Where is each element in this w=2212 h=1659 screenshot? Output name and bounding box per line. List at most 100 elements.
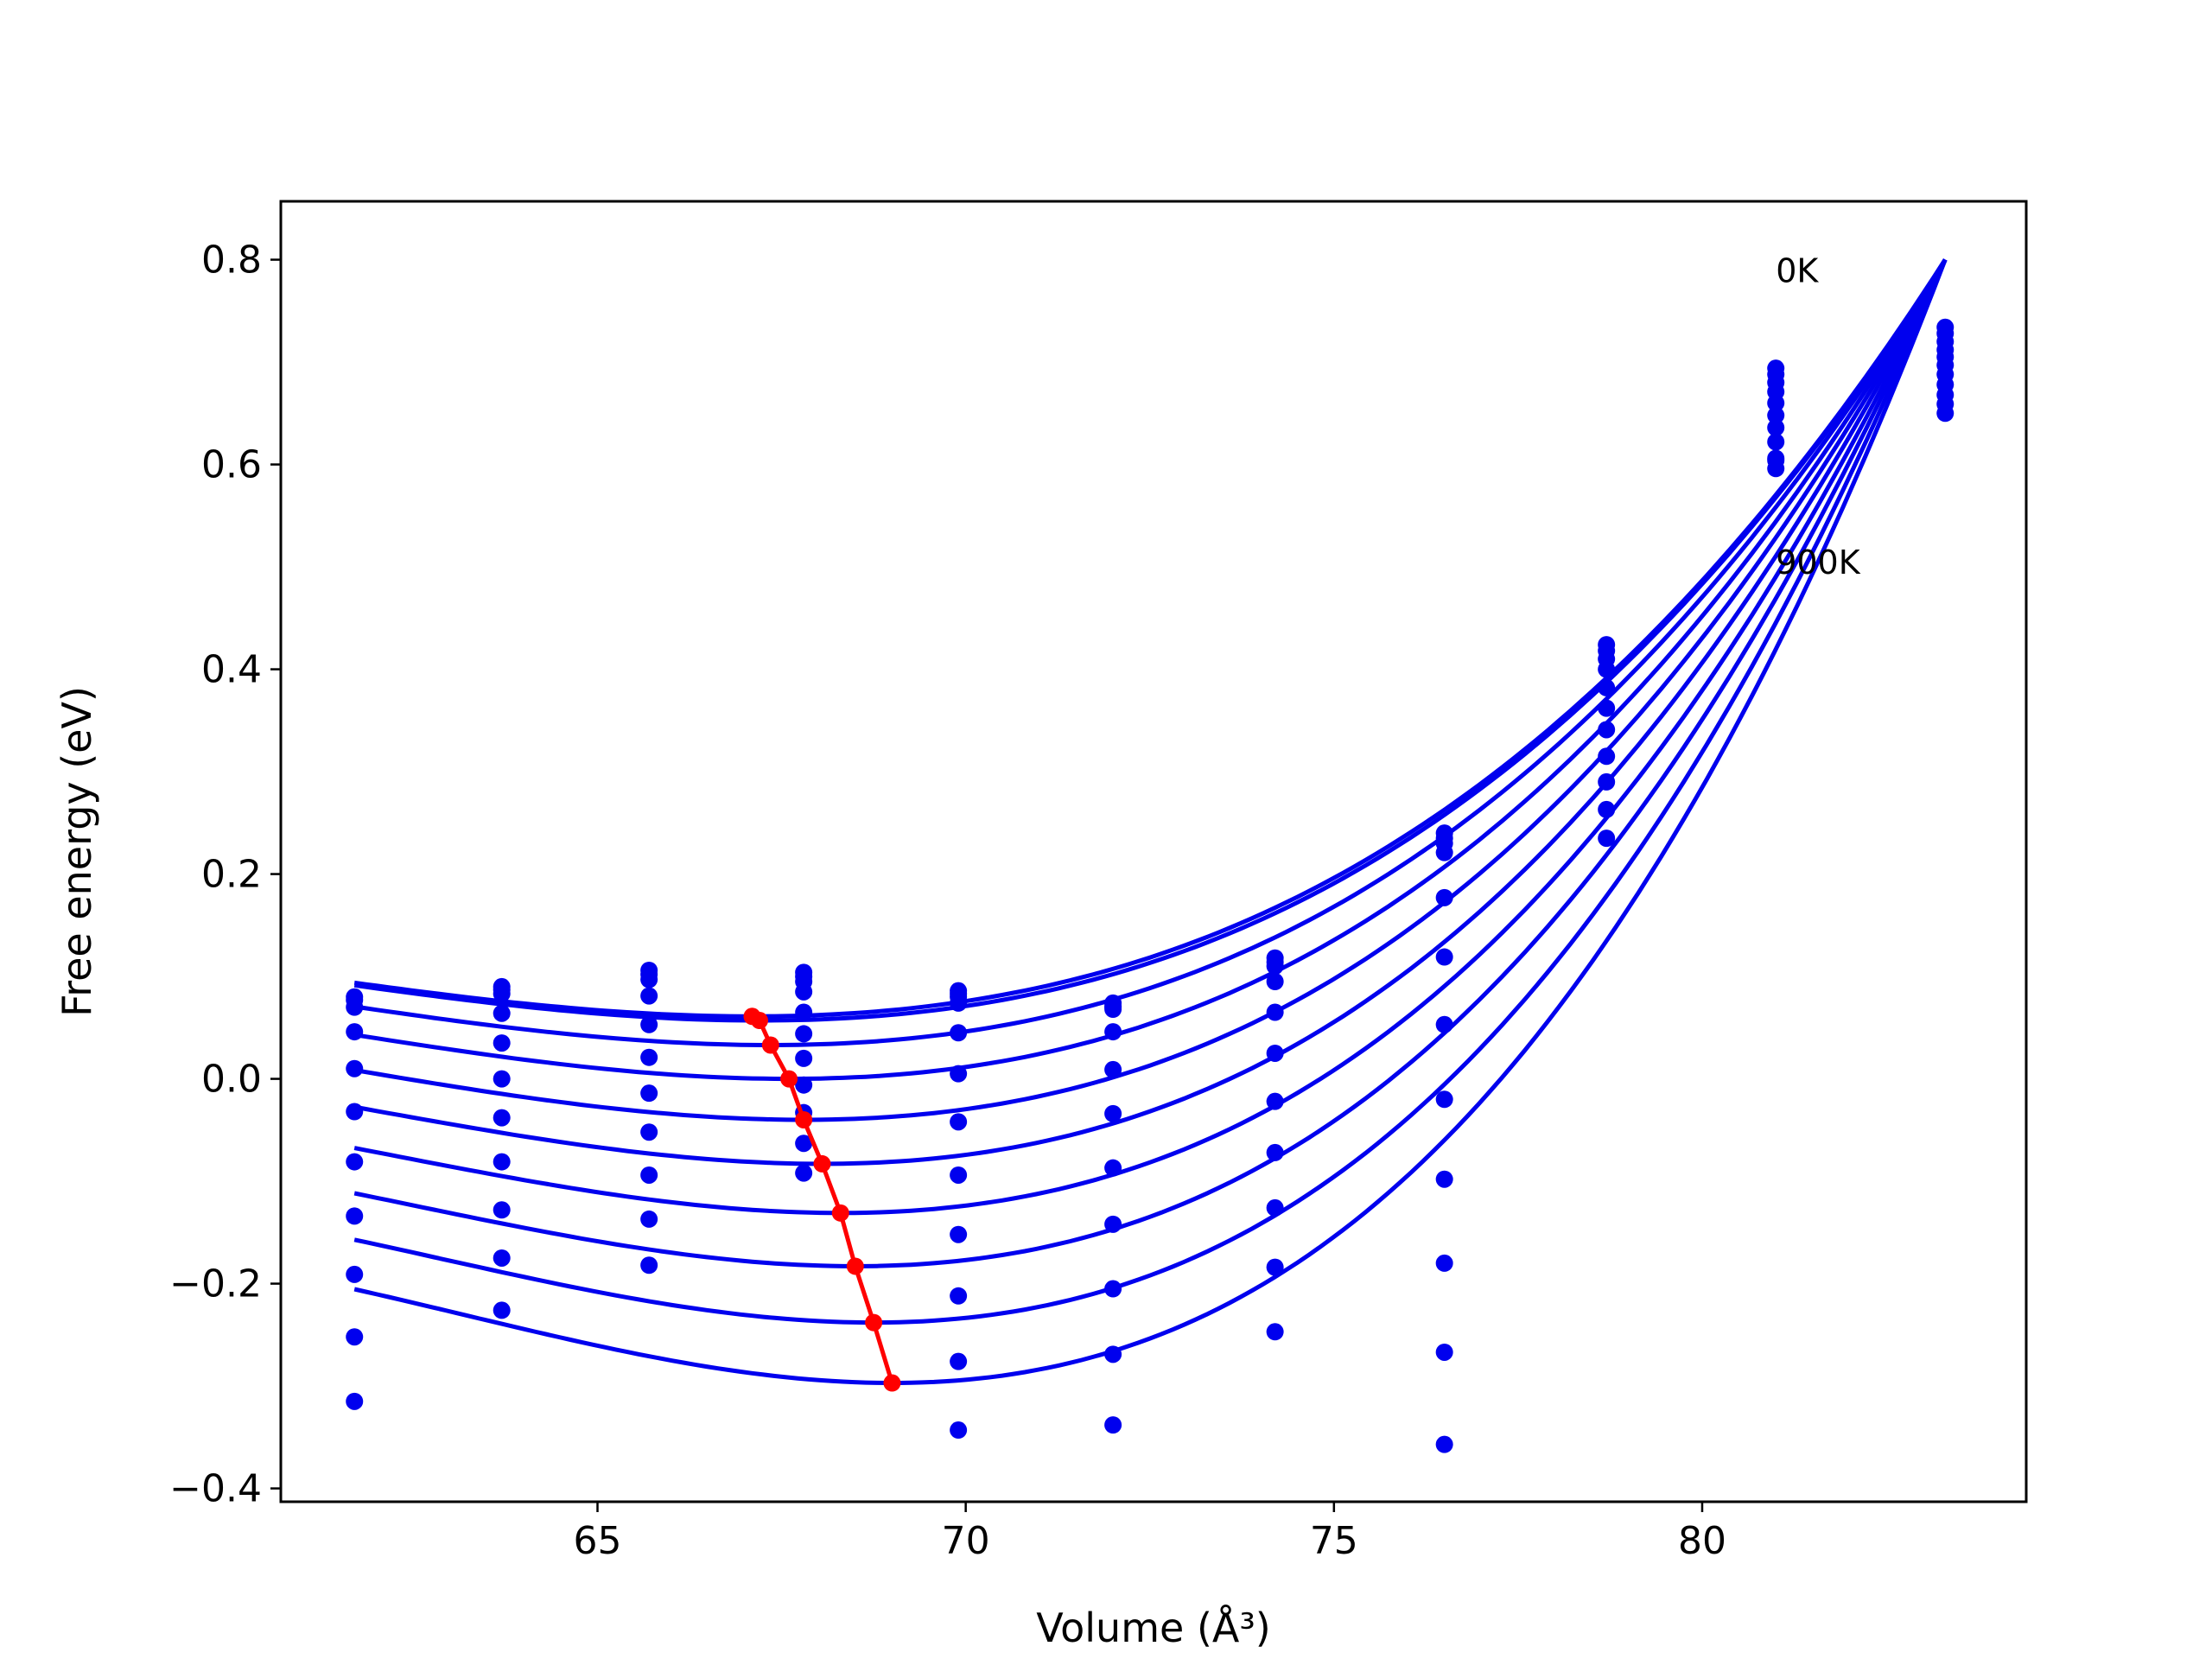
data-point — [1104, 1215, 1122, 1233]
data-point — [1767, 433, 1785, 451]
data-point — [1104, 1104, 1122, 1122]
fit-curves — [353, 258, 1948, 1385]
data-point — [1767, 451, 1785, 469]
data-point — [640, 1048, 658, 1066]
data-point — [640, 1166, 658, 1184]
plot-frame — [279, 200, 2028, 1503]
data-point — [640, 1256, 658, 1274]
minima-line — [743, 1007, 901, 1392]
data-point — [950, 1225, 968, 1243]
data-point — [493, 1301, 511, 1319]
data-point — [1266, 1323, 1284, 1341]
data-point — [493, 1109, 511, 1127]
data-point — [1435, 1170, 1453, 1188]
minima-point — [831, 1204, 849, 1222]
data-point — [346, 1265, 364, 1283]
data-point — [640, 970, 658, 988]
y-tick-label: −0.2 — [169, 1262, 262, 1306]
data-point — [640, 1015, 658, 1033]
data-point — [1104, 1416, 1122, 1434]
data-point — [1104, 1023, 1122, 1041]
x-tick-label: 80 — [1678, 1519, 1726, 1563]
data-point — [1435, 888, 1453, 906]
data-point — [1598, 772, 1616, 791]
fit-curve-1 — [353, 258, 1948, 1023]
data-point — [1266, 1092, 1284, 1110]
data-point — [640, 1123, 658, 1141]
data-point — [1767, 394, 1785, 412]
data-point — [950, 1166, 968, 1184]
data-point — [950, 1024, 968, 1042]
data-point — [1266, 1198, 1284, 1217]
data-point — [795, 1164, 813, 1182]
data-point — [346, 1153, 364, 1171]
data-point — [795, 1135, 813, 1153]
data-point — [1435, 1090, 1453, 1109]
y-tick-label: 0.4 — [201, 648, 262, 692]
data-point — [1936, 404, 1955, 423]
data-point — [1266, 1044, 1284, 1062]
data-point — [493, 1201, 511, 1219]
data-point — [493, 1034, 511, 1052]
data-point — [1435, 1343, 1453, 1361]
data-point — [795, 1025, 813, 1043]
data-point — [1598, 830, 1616, 848]
data-point — [1598, 699, 1616, 717]
data-point — [1104, 1060, 1122, 1078]
x-tick-label: 70 — [942, 1519, 990, 1563]
fit-curve-3 — [353, 258, 1948, 1082]
fit-curve-6 — [353, 258, 1948, 1216]
data-point — [795, 1076, 813, 1094]
data-point — [950, 1065, 968, 1083]
data-point — [795, 1049, 813, 1067]
fit-curve-9 — [353, 258, 1948, 1385]
y-tick-label: 0.8 — [201, 238, 262, 283]
data-point — [1598, 747, 1616, 766]
fit-curve-2 — [353, 258, 1948, 1047]
data-point — [795, 982, 813, 1001]
minima-point — [813, 1154, 831, 1173]
data-point — [346, 1023, 364, 1041]
data-point — [640, 1210, 658, 1228]
x-tick-label: 75 — [1310, 1519, 1358, 1563]
data-point — [346, 1392, 364, 1410]
y-axis-ticks: −0.4 −0.2 0.0 0.2 0.4 0.6 0.8 — [169, 238, 281, 1511]
data-point — [1598, 800, 1616, 818]
data-point — [1767, 418, 1785, 436]
y-tick-label: 0.0 — [201, 1058, 262, 1102]
data-point — [950, 1352, 968, 1370]
x-axis-ticks: 65 70 75 80 — [573, 1502, 1726, 1563]
data-point — [493, 1004, 511, 1022]
data-point — [640, 1084, 658, 1103]
data-point — [346, 1059, 364, 1077]
data-point — [493, 1153, 511, 1171]
data-points — [346, 318, 1955, 1453]
data-point — [1266, 957, 1284, 976]
data-point — [1767, 406, 1785, 424]
fit-curve-4 — [353, 258, 1948, 1122]
minima-point — [883, 1374, 901, 1392]
annotation-900k: 900K — [1776, 543, 1861, 582]
data-point — [1266, 1258, 1284, 1276]
minima-point — [865, 1313, 883, 1332]
data-point — [1435, 1435, 1453, 1453]
fit-curve-7 — [353, 258, 1948, 1268]
data-point — [1104, 1345, 1122, 1363]
data-point — [346, 998, 364, 1016]
y-tick-label: 0.2 — [201, 853, 262, 897]
data-point — [346, 1328, 364, 1346]
data-point — [950, 994, 968, 1012]
data-point — [1598, 678, 1616, 696]
data-point — [493, 1249, 511, 1267]
annotation-0k: 0K — [1776, 251, 1819, 289]
data-point — [1435, 843, 1453, 861]
data-point — [1266, 1003, 1284, 1021]
data-point — [493, 985, 511, 1003]
x-axis-label: Volume (Å³) — [1036, 1605, 1271, 1651]
data-point — [1435, 948, 1453, 966]
data-point — [795, 1003, 813, 1021]
minima-point — [751, 1012, 769, 1030]
minima-point — [795, 1110, 813, 1128]
data-point — [640, 987, 658, 1005]
